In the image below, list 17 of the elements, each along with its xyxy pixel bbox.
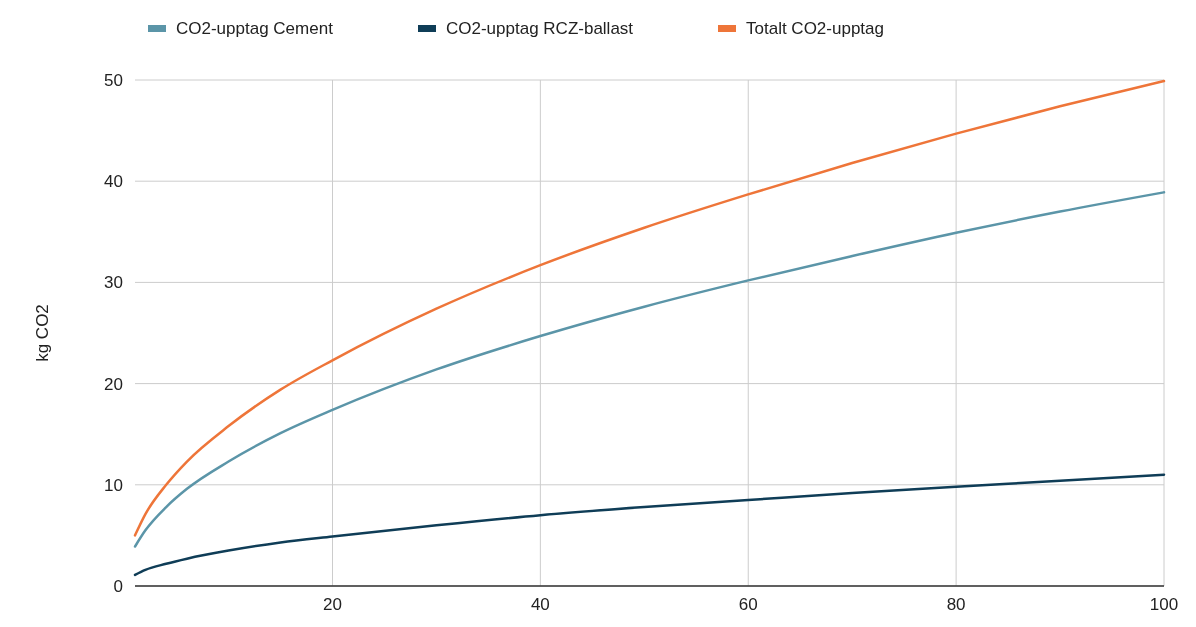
x-tick-label: 100 bbox=[1149, 595, 1179, 614]
x-tick-label: 60 bbox=[738, 595, 758, 614]
x-tick-label: 80 bbox=[946, 595, 966, 614]
x-tick-label: 20 bbox=[323, 595, 342, 614]
legend-label: Totalt CO2-upptag bbox=[746, 19, 884, 38]
y-tick-label: 20 bbox=[104, 374, 123, 394]
legend-label: CO2-upptag Cement bbox=[176, 19, 334, 38]
line-series bbox=[133, 191, 1166, 548]
y-axis-title: kg CO2 bbox=[33, 304, 52, 362]
y-tick-label: 30 bbox=[104, 273, 123, 293]
y-tick-label: 10 bbox=[104, 475, 123, 495]
y-tick-label: 0 bbox=[113, 576, 123, 596]
legend-label: CO2-upptag RCZ-ballast bbox=[446, 19, 634, 38]
y-tick-label: 40 bbox=[104, 172, 123, 192]
line-series bbox=[133, 473, 1166, 577]
y-tick-label: 50 bbox=[104, 70, 123, 90]
x-tick-label: 40 bbox=[530, 595, 550, 614]
